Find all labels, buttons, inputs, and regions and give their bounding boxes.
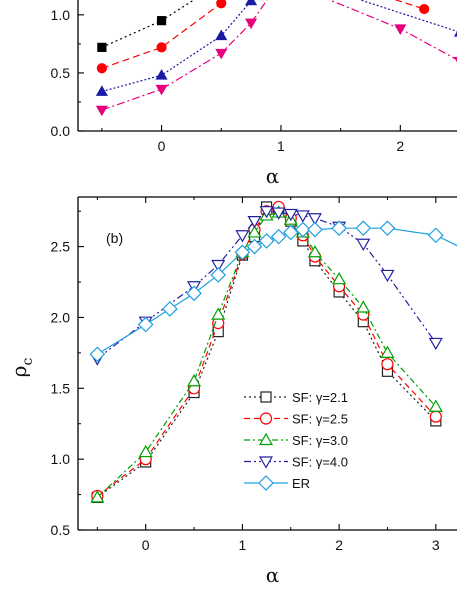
panel-b-data-point bbox=[162, 301, 178, 317]
y-axis-label-subscript: c bbox=[20, 358, 36, 366]
panel-b-label: (b) bbox=[106, 230, 123, 246]
panel-b-x-tick-label: 2 bbox=[335, 537, 343, 553]
panel-a-y-tick-label: 0.0 bbox=[51, 123, 71, 139]
panel-b-data-point bbox=[270, 228, 287, 245]
panel-a-data-point bbox=[216, 0, 227, 9]
panel-b-data-point bbox=[187, 374, 202, 387]
panel-b-data-point bbox=[332, 271, 347, 285]
y-axis-label-symbol: ρ bbox=[7, 366, 31, 378]
panel-b-y-tick-label: 2.5 bbox=[51, 239, 71, 255]
panel-b-series-line bbox=[96, 206, 437, 498]
panel-b-y-tick-label: 1.0 bbox=[51, 451, 71, 467]
panel-b-x-tick-label: 1 bbox=[239, 537, 247, 553]
panel-b-data-point bbox=[356, 300, 371, 313]
panel-b-data-point bbox=[428, 399, 443, 412]
panel-a-data-point bbox=[245, 0, 258, 6]
legend-marker bbox=[258, 475, 274, 491]
legend-label: SF: γ=4.0 bbox=[292, 455, 348, 470]
panel-b-data-point bbox=[331, 220, 347, 237]
panel-b-data-point bbox=[259, 206, 274, 219]
panel-b-data-point bbox=[271, 207, 286, 220]
panel-b-data-point bbox=[258, 233, 275, 249]
panel-b-data-point bbox=[429, 410, 442, 423]
panel-b-y-tick-label: 0.5 bbox=[51, 522, 71, 538]
panel-a-series-line bbox=[101, 0, 425, 69]
panel-a-data-point bbox=[215, 48, 228, 60]
legend-marker bbox=[259, 412, 273, 425]
legend-marker bbox=[258, 456, 274, 469]
panel-b-data-point bbox=[89, 346, 106, 363]
panel-b-x-axis-label: α bbox=[266, 563, 280, 587]
panel-b-data-point bbox=[307, 221, 323, 238]
panel-a-data-point bbox=[394, 24, 407, 35]
panel-b-y-tick-label: 1.5 bbox=[51, 380, 71, 396]
panel-b-data-point bbox=[428, 337, 443, 351]
panel-b-series-group bbox=[89, 200, 457, 504]
panel-b-data-point bbox=[211, 259, 226, 273]
panel-a-data-point bbox=[155, 84, 168, 96]
panel-b-data-point bbox=[294, 221, 311, 238]
panel-a-data-point bbox=[97, 42, 107, 52]
panel-a-y-tick-label: 1.0 bbox=[51, 7, 71, 23]
panel-b-data-point bbox=[211, 307, 226, 320]
panel-b-data-point bbox=[246, 238, 263, 255]
panel-b-x-tick-label: 0 bbox=[142, 537, 150, 553]
panel-b-data-point bbox=[234, 244, 251, 261]
panel-a-series-line bbox=[101, 0, 457, 93]
panel-b-data-point bbox=[307, 213, 322, 226]
panel-a-data-point bbox=[95, 85, 108, 96]
panel-b-data-point bbox=[380, 345, 395, 358]
panel-a: 0 1 2 0.0 0.5 1.0 α bbox=[51, 0, 457, 188]
panel-b-data-point bbox=[381, 358, 394, 371]
panel-b-data-point bbox=[283, 208, 298, 222]
panel-b-data-point bbox=[235, 230, 250, 243]
panel-a-data-point bbox=[156, 16, 167, 26]
legend-label: SF: γ=2.1 bbox=[292, 390, 348, 405]
panel-a-data-point bbox=[419, 3, 430, 15]
panel-b-data-point bbox=[427, 227, 444, 244]
panel-a-data-point bbox=[245, 18, 258, 30]
panel-b-data-point bbox=[295, 210, 310, 223]
panel-a-series-group bbox=[95, 0, 457, 117]
panel-a-data-point bbox=[156, 42, 167, 53]
panel-b-data-point bbox=[247, 215, 262, 229]
legend-label: SF: γ=2.5 bbox=[292, 412, 348, 427]
panel-b-data-point bbox=[356, 238, 371, 251]
panel-a-series-line bbox=[101, 0, 457, 111]
panel-b-data-point bbox=[380, 269, 395, 283]
panel-b-data-point bbox=[137, 316, 154, 333]
panel-b-data-point bbox=[186, 285, 202, 302]
panel-a-y-tick-label: 0.5 bbox=[51, 65, 71, 81]
panel-b-data-point bbox=[138, 444, 153, 458]
legend-marker bbox=[258, 432, 274, 446]
legend-label: ER bbox=[292, 476, 310, 491]
panel-b-data-point bbox=[307, 245, 322, 258]
panel-b-data-point bbox=[282, 224, 299, 241]
panel-b-x-tick-label: 3 bbox=[432, 537, 440, 553]
panel-b-data-point bbox=[210, 267, 227, 283]
panel-a-x-tick-label: 0 bbox=[158, 138, 166, 154]
panel-b-data-point bbox=[247, 225, 262, 238]
panel-b-data-point bbox=[90, 490, 105, 503]
panel-b-y-tick-label: 2.0 bbox=[51, 309, 71, 325]
panel-b-data-point bbox=[355, 220, 372, 237]
panel-b-series-line bbox=[96, 210, 437, 360]
legend-marker bbox=[260, 391, 272, 403]
panel-a-data-point bbox=[215, 29, 228, 41]
legend: SF: γ=2.1 SF: γ=2.5 SF: γ=3.0 SF: γ=4.0 ER bbox=[244, 390, 348, 491]
legend-label: SF: γ=3.0 bbox=[292, 433, 348, 448]
panel-a-x-tick-label: 1 bbox=[277, 138, 285, 154]
panel-b-y-axis-label: ρc bbox=[7, 358, 36, 378]
panel-b-data-point bbox=[379, 220, 396, 237]
panel-a-data-point bbox=[95, 105, 108, 117]
panel-b-series-line bbox=[97, 227, 457, 355]
panel-a-x-axis-label: α bbox=[266, 164, 280, 188]
panel-a-data-point bbox=[155, 69, 168, 80]
panel-a-x-tick-label: 2 bbox=[396, 138, 404, 154]
panel-a-data-point bbox=[96, 63, 107, 74]
